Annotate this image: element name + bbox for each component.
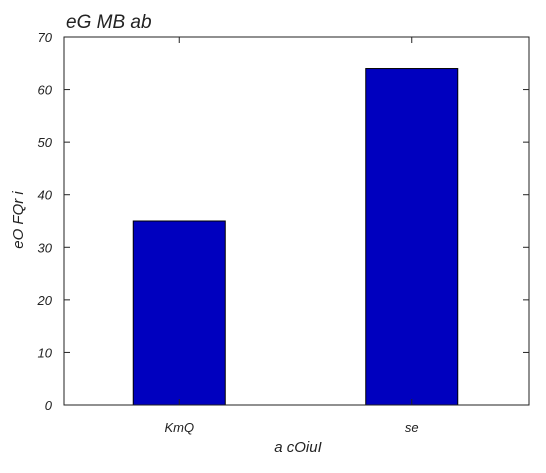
- x-tick-label: se: [405, 420, 419, 435]
- y-tick-label: 70: [38, 30, 53, 45]
- x-tick-label: KmQ: [164, 420, 194, 435]
- y-tick-label: 0: [45, 398, 53, 413]
- x-axis-label: a cOiuI: [274, 439, 322, 456]
- y-tick-label: 50: [38, 135, 53, 150]
- bar-KmQ: [132, 220, 226, 406]
- chart-title: eG MB ab: [66, 12, 152, 33]
- y-tick-label: 10: [38, 345, 53, 360]
- bar-se: [365, 68, 459, 406]
- y-tick-label: 20: [37, 293, 53, 308]
- y-tick-label: 60: [38, 83, 53, 98]
- y-tick-label: 30: [38, 240, 53, 255]
- y-axis-label: eO FQr i: [10, 191, 27, 249]
- y-tick-label: 40: [38, 188, 53, 203]
- plot-frame: [63, 36, 530, 406]
